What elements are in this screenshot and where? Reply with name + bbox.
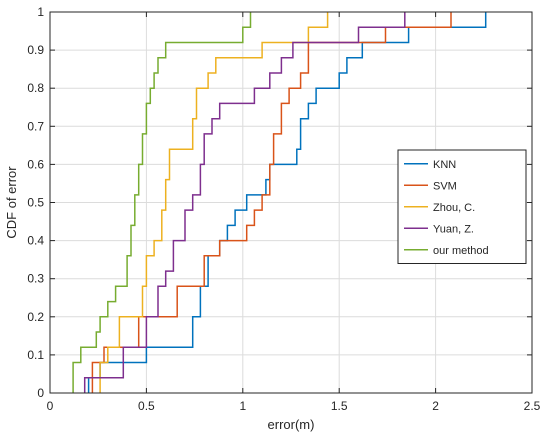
x-tick-label: 0 xyxy=(47,399,54,413)
x-axis-label: error(m) xyxy=(268,417,315,432)
legend-label: Zhou, C. xyxy=(433,202,475,214)
y-tick-label: 0.5 xyxy=(27,196,44,210)
x-tick-label: 1.5 xyxy=(331,399,348,413)
y-axis-label: CDF of error xyxy=(4,166,19,239)
x-tick-label: 2 xyxy=(432,399,439,413)
y-tick-label: 1 xyxy=(37,5,44,19)
y-tick-label: 0.8 xyxy=(27,81,44,95)
series-line-zhou-c xyxy=(99,12,329,393)
y-tick-label: 0 xyxy=(37,386,44,400)
y-tick-label: 0.9 xyxy=(27,43,44,57)
series-layer xyxy=(72,12,487,393)
legend-label: our method xyxy=(433,245,489,257)
axis-ticks: 0 0.5 1 1.5 2 2.5 0 0.1 0.2 0.3 0.4 0.5 0.6 0.7 0.8 0.9… xyxy=(27,5,540,413)
x-tick-label: 1 xyxy=(239,399,246,413)
y-tick-label: 0.3 xyxy=(27,272,44,286)
legend-label: Yuan, Z. xyxy=(433,223,474,235)
x-tick-label: 0.5 xyxy=(138,399,155,413)
series-line-our-method xyxy=(72,12,252,393)
series-line-yuan-z xyxy=(83,12,406,393)
y-tick-label: 0.2 xyxy=(27,310,44,324)
legend-label: SVM xyxy=(433,180,457,192)
y-tick-label: 0.6 xyxy=(27,157,44,171)
x-tick-label: 2.5 xyxy=(524,399,541,413)
y-tick-label: 0.4 xyxy=(27,234,44,248)
legend: KNN SVM Zhou, C. Yuan, Z. our method xyxy=(397,149,527,264)
series-line-knn xyxy=(87,12,487,393)
legend-label: KNN xyxy=(433,159,456,171)
y-tick-label: 0.7 xyxy=(27,119,44,133)
y-tick-label: 0.1 xyxy=(27,348,44,362)
